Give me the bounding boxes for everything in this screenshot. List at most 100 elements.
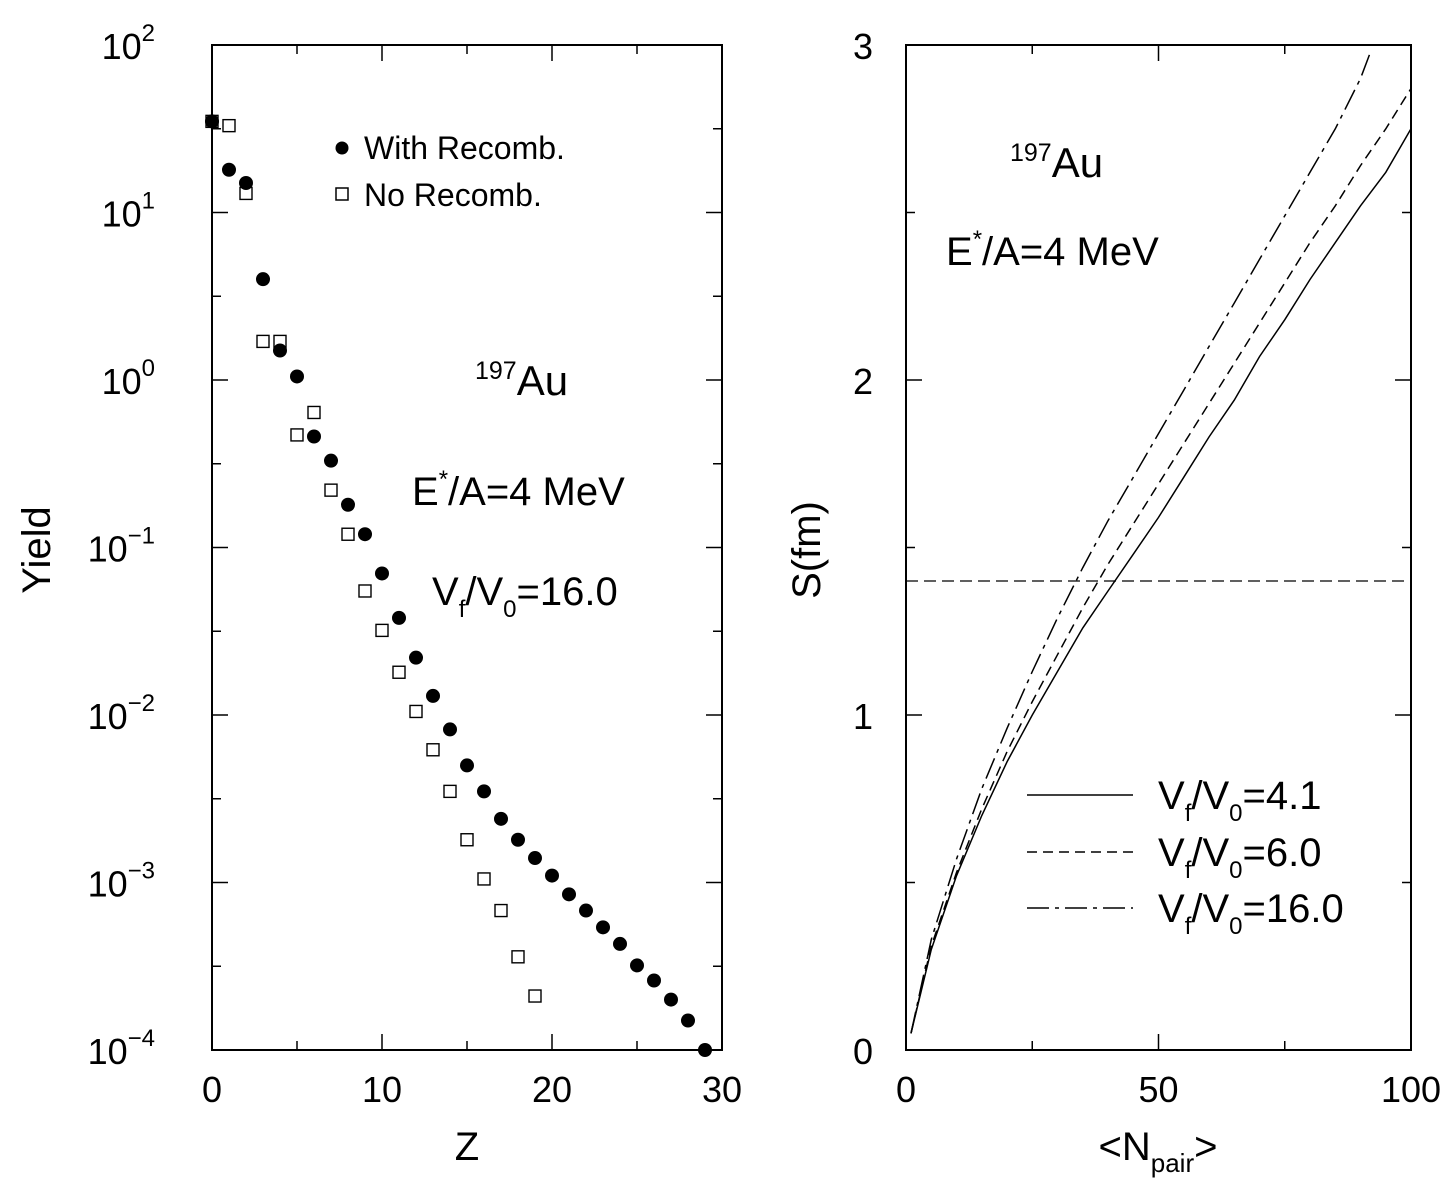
left-x-tick-label: 20 bbox=[532, 1069, 572, 1110]
right-energy-star: * bbox=[973, 226, 982, 253]
data-point-no-recomb bbox=[426, 743, 440, 757]
right-legend: Vf/V0=4.1 Vf/V0=6.0 Vf/V0=16.0 bbox=[1027, 774, 1344, 940]
data-point-with-recomb bbox=[205, 114, 219, 129]
right-nucleus-mass: 197 bbox=[1010, 139, 1052, 167]
data-point-with-recomb bbox=[545, 868, 559, 883]
left-y-tick-label: 100 bbox=[102, 355, 155, 402]
right-xlabel-end: > bbox=[1194, 1125, 1217, 1169]
left-data-points bbox=[205, 114, 712, 1057]
data-point-no-recomb bbox=[222, 118, 236, 133]
right-xlabel-main: <N bbox=[1099, 1125, 1151, 1169]
data-point-with-recomb bbox=[256, 272, 270, 287]
series-line-dash-dot bbox=[910, 51, 1372, 1034]
legend-marker-no-recomb bbox=[335, 187, 349, 201]
data-point-with-recomb bbox=[630, 958, 644, 973]
data-point-with-recomb bbox=[341, 497, 355, 512]
legend-label-with-recomb: With Recomb. bbox=[364, 130, 565, 166]
right-y-axis-label: S(fm) bbox=[785, 501, 829, 599]
left-volume-label: Vf/V0=16.0 bbox=[432, 570, 618, 623]
left-y-tick-label: 10−1 bbox=[88, 523, 155, 570]
data-point-no-recomb bbox=[273, 334, 287, 349]
right-x-tick-label: 0 bbox=[896, 1069, 916, 1110]
left-nucleus-symbol: Au bbox=[517, 357, 568, 404]
data-point-with-recomb bbox=[273, 343, 287, 358]
left-ticks bbox=[211, 44, 723, 1051]
left-energy-label: E*/A=4 MeV bbox=[412, 466, 625, 514]
data-point-with-recomb bbox=[528, 851, 542, 866]
left-legend: With Recomb. No Recomb. bbox=[335, 130, 565, 213]
data-point-no-recomb bbox=[290, 428, 304, 442]
right-y-tick-label: 2 bbox=[853, 361, 873, 402]
data-point-no-recomb bbox=[494, 903, 508, 918]
data-point-with-recomb bbox=[426, 688, 440, 703]
data-point-with-recomb bbox=[358, 527, 372, 542]
data-point-with-recomb bbox=[562, 887, 576, 902]
data-point-no-recomb bbox=[460, 833, 474, 847]
left-energy-rest: /A=4 MeV bbox=[448, 470, 625, 514]
right-energy-label: E*/A=4 MeV bbox=[946, 226, 1159, 274]
left-nucleus-label: 197Au bbox=[475, 357, 568, 404]
right-xlabel-sub: pair bbox=[1151, 1148, 1195, 1178]
data-point-no-recomb bbox=[477, 872, 491, 886]
data-point-with-recomb bbox=[698, 1043, 712, 1057]
data-point-with-recomb bbox=[613, 936, 627, 951]
legend-label-4-1: Vf/V0=4.1 bbox=[1158, 774, 1321, 827]
data-point-with-recomb bbox=[664, 992, 678, 1007]
right-chart-panel: 0 50 100 0 1 2 3 <Npair> S(fm) 197Au E*/A=4 Me… bbox=[785, 26, 1441, 1178]
left-x-tick-label: 0 bbox=[202, 1069, 222, 1110]
data-point-no-recomb bbox=[239, 186, 253, 201]
data-point-with-recomb bbox=[443, 722, 457, 737]
left-nucleus-mass: 197 bbox=[475, 357, 517, 385]
data-point-with-recomb bbox=[307, 429, 321, 444]
left-y-tick-label: 10−4 bbox=[88, 1025, 155, 1072]
right-nucleus-label: 197Au bbox=[1010, 139, 1103, 186]
right-y-tick-label: 0 bbox=[853, 1031, 873, 1072]
legend-entry-16-0: Vf/V0=16.0 bbox=[1027, 887, 1344, 940]
left-energy-E: E bbox=[412, 470, 439, 514]
data-point-no-recomb bbox=[375, 623, 389, 638]
data-point-no-recomb bbox=[443, 784, 457, 799]
right-y-tick-label: 1 bbox=[853, 696, 873, 737]
right-energy-E: E bbox=[946, 230, 973, 274]
left-y-axis-label: Yield bbox=[15, 506, 59, 593]
series-line-solid bbox=[910, 128, 1412, 1034]
data-point-no-recomb bbox=[358, 584, 372, 598]
right-x-axis-label: <Npair> bbox=[1099, 1125, 1218, 1178]
data-point-with-recomb bbox=[239, 176, 253, 191]
legend-label-6-0: Vf/V0=6.0 bbox=[1158, 831, 1321, 884]
data-point-no-recomb bbox=[511, 950, 525, 964]
data-point-with-recomb bbox=[324, 453, 338, 468]
data-point-no-recomb bbox=[324, 483, 338, 497]
data-point-no-recomb bbox=[392, 665, 406, 679]
right-x-tick-label: 50 bbox=[1138, 1069, 1178, 1110]
left-vol-slash: /V bbox=[465, 570, 503, 614]
left-y-tick-label: 101 bbox=[102, 188, 155, 235]
left-vol-0: 0 bbox=[503, 596, 516, 623]
data-point-with-recomb bbox=[290, 369, 304, 384]
left-y-tick-label: 10−3 bbox=[88, 858, 155, 905]
data-point-with-recomb bbox=[477, 784, 491, 799]
left-x-axis-label: Z bbox=[455, 1125, 479, 1169]
data-point-no-recomb bbox=[205, 114, 219, 129]
right-energy-rest: /A=4 MeV bbox=[982, 230, 1159, 274]
right-nucleus-symbol: Au bbox=[1052, 139, 1103, 186]
legend-marker-with-recomb bbox=[335, 141, 349, 155]
left-x-tick-label: 10 bbox=[362, 1069, 402, 1110]
data-point-no-recomb bbox=[256, 334, 270, 349]
data-point-with-recomb bbox=[409, 650, 423, 665]
data-point-no-recomb bbox=[341, 527, 355, 541]
left-chart-panel: 0 10 20 30 102 101 100 10−1 10−2 10−3 10−4 Z Yield… bbox=[15, 20, 742, 1169]
data-point-with-recomb bbox=[375, 566, 389, 581]
series-line-dashed bbox=[910, 88, 1412, 1034]
data-point-no-recomb bbox=[307, 405, 321, 420]
left-y-tick-label: 10−2 bbox=[88, 690, 155, 737]
data-point-with-recomb bbox=[460, 758, 474, 773]
legend-entry-6-0: Vf/V0=6.0 bbox=[1027, 831, 1321, 884]
right-data-lines bbox=[910, 51, 1412, 1034]
right-x-tick-label: 100 bbox=[1381, 1069, 1441, 1110]
data-point-with-recomb bbox=[596, 920, 610, 935]
left-tick-labels: 0 10 20 30 102 101 100 10−1 10−2 10−3 10−4 bbox=[88, 20, 742, 1110]
left-energy-star: * bbox=[439, 466, 448, 493]
data-point-with-recomb bbox=[511, 832, 525, 847]
